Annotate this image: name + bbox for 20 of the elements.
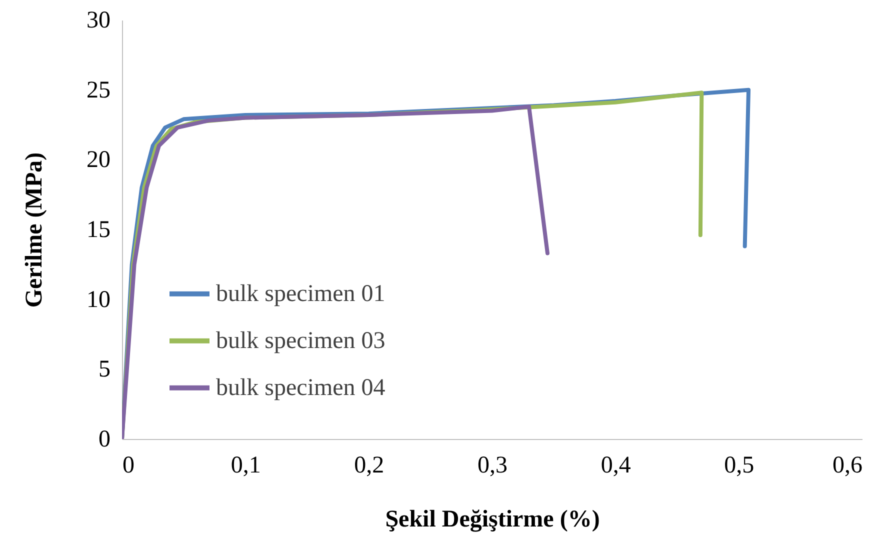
legend-label: bulk specimen 01 [216,280,386,307]
y-tick-label: 15 [86,217,110,243]
x-tick-label: 0,5 [724,452,754,478]
y-tick-label: 0 [98,426,110,452]
y-tick-label: 30 [86,8,110,34]
y-axis-title: Gerilme (MPa) [22,152,48,308]
x-axis-title: Şekil Değiştirme (%) [385,506,600,532]
y-tick-label: 25 [86,77,110,104]
x-tick-label: 0 [122,452,134,478]
x-tick-label: 0,4 [600,452,631,478]
legend-label: bulk specimen 03 [216,328,386,354]
x-tick-label: 0,1 [230,452,261,478]
x-tick-label: 0,2 [354,452,384,478]
y-tick-label: 20 [86,147,110,174]
line-series [122,104,550,439]
legend-label: bulk specimen 04 [216,374,386,401]
y-tick-label: 5 [98,356,110,383]
x-tick-label: 0,6 [832,452,862,478]
y-tick-label: 10 [86,286,110,313]
x-tick-label: 0,3 [478,452,508,478]
